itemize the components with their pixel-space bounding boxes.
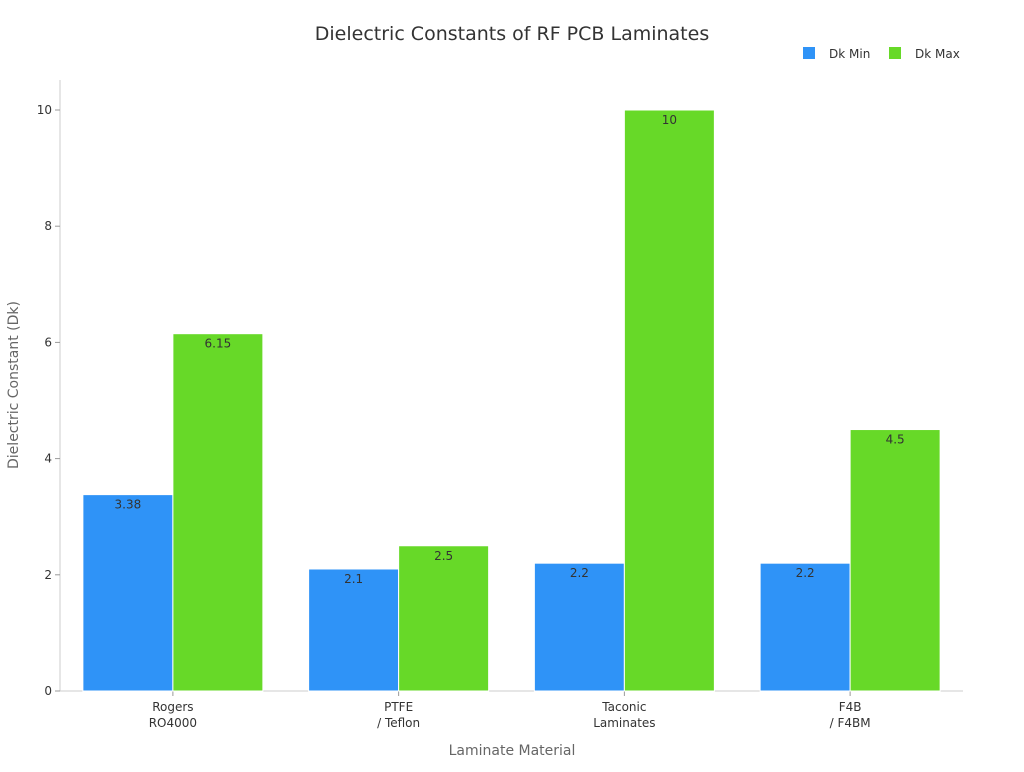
x-tick-label: / F4BM — [830, 716, 871, 730]
data-label: 3.38 — [115, 498, 142, 512]
data-label: 2.1 — [344, 572, 363, 586]
legend-label: Dk Max — [915, 47, 960, 61]
data-label: 4.5 — [886, 433, 905, 447]
data-label: 10 — [662, 113, 677, 127]
bar-dk-min — [759, 562, 851, 692]
data-label: 2.2 — [570, 566, 589, 580]
data-label: 6.15 — [205, 337, 232, 351]
y-axis-label: Dielectric Constant (Dk) — [6, 301, 22, 469]
x-tick-label: Rogers — [152, 700, 193, 714]
x-tick-label: RO4000 — [149, 716, 197, 730]
chart-title: Dielectric Constants of RF PCB Laminates — [315, 23, 709, 45]
legend: Dk Min Dk Max — [803, 47, 960, 61]
x-tick-label: F4B — [839, 700, 862, 714]
y-tick-label: 2 — [44, 568, 52, 582]
x-tick-label: PTFE — [384, 700, 413, 714]
legend-swatch — [889, 47, 901, 59]
y-tick-label: 0 — [44, 684, 52, 698]
y-tick-label: 6 — [44, 335, 52, 349]
bar-dk-min — [308, 568, 400, 692]
y-tick-label: 8 — [44, 219, 52, 233]
x-tick-label: / Teflon — [377, 716, 420, 730]
bar-dk-min — [533, 562, 625, 692]
y-tick-label: 4 — [44, 452, 52, 466]
legend-label: Dk Min — [829, 47, 870, 61]
bar-dk-max — [398, 545, 490, 692]
bar-dk-max — [623, 109, 715, 692]
bars: 3.38 6.15 2.1 2.5 2.2 10 2.2 4.5 — [82, 109, 941, 692]
x-tick-label: Taconic — [601, 700, 646, 714]
bar-dk-min — [82, 494, 174, 692]
bar-dk-max — [849, 429, 941, 692]
y-tick-label: 10 — [37, 103, 52, 117]
x-axis-label: Laminate Material — [449, 743, 576, 759]
x-tick-label: Laminates — [593, 716, 655, 730]
data-label: 2.5 — [434, 549, 453, 563]
bar-dk-max — [172, 333, 264, 692]
legend-swatch — [803, 47, 815, 59]
data-label: 2.2 — [796, 566, 815, 580]
